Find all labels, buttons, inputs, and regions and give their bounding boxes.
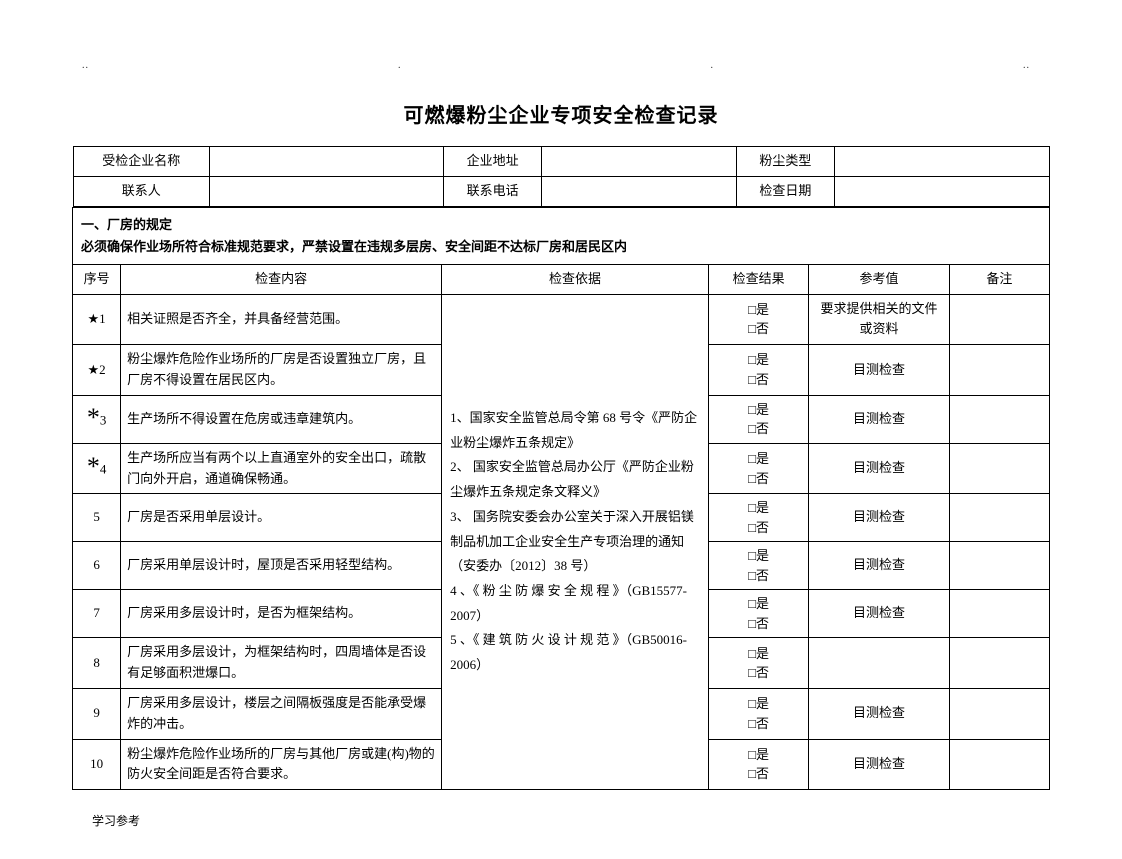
section-heading: 一、厂房的规定 必须确保作业场所符合标准规范要求，严禁设置在违规多层房、安全间距… <box>73 207 1050 264</box>
header-dots: .. . . .. <box>72 60 1050 71</box>
field-label-company: 受检企业名称 <box>73 147 210 177</box>
cell-ref: 目测检查 <box>809 739 949 790</box>
field-label-dusttype: 粉尘类型 <box>737 147 835 177</box>
cell-note <box>949 395 1049 443</box>
cell-note <box>949 638 1049 689</box>
col-ref: 参考值 <box>809 264 949 294</box>
field-label-phone: 联系电话 <box>444 176 542 206</box>
cell-content: 厂房采用多层设计时，是否为框架结构。 <box>121 590 442 638</box>
cell-result: □是□否 <box>708 590 808 638</box>
section-line1: 一、厂房的规定 <box>81 214 1041 236</box>
field-value-contact <box>210 176 444 206</box>
field-value-company <box>210 147 444 177</box>
cell-basis: 1、国家安全监管总局令第 68 号令《严防企业粉尘爆炸五条规定》 2、 国家安全… <box>442 294 709 790</box>
dot: .. <box>82 60 89 71</box>
footer-text: 学习参考 <box>72 812 1050 829</box>
cell-seq: 5 <box>73 494 121 542</box>
cell-seq: ★2 <box>73 345 121 396</box>
cell-seq: ★1 <box>73 294 121 345</box>
cell-content: 厂房采用多层设计，为框架结构时，四周墙体是否设有足够面积泄爆口。 <box>121 638 442 689</box>
cell-result: □是□否 <box>708 443 808 494</box>
cell-content: 相关证照是否齐全，并具备经营范围。 <box>121 294 442 345</box>
cell-note <box>949 494 1049 542</box>
cell-ref: 目测检查 <box>809 688 949 739</box>
field-value-phone <box>541 176 736 206</box>
column-header-row: 序号 检查内容 检查依据 检查结果 参考值 备注 <box>73 264 1050 294</box>
col-note: 备注 <box>949 264 1049 294</box>
cell-ref: 目测检查 <box>809 345 949 396</box>
field-value-dusttype <box>834 147 1049 177</box>
cell-seq: 6 <box>73 542 121 590</box>
field-label-address: 企业地址 <box>444 147 542 177</box>
cell-content: 生产场所应当有两个以上直通室外的安全出口，疏散门向外开启，通道确保畅通。 <box>121 443 442 494</box>
cell-content: 厂房是否采用单层设计。 <box>121 494 442 542</box>
cell-seq: 10 <box>73 739 121 790</box>
cell-result: □是□否 <box>708 542 808 590</box>
cell-content: 粉尘爆炸危险作业场所的厂房是否设置独立厂房，且厂房不得设置在居民区内。 <box>121 345 442 396</box>
cell-note <box>949 739 1049 790</box>
cell-ref: 目测检查 <box>809 395 949 443</box>
cell-ref: 目测检查 <box>809 542 949 590</box>
col-seq: 序号 <box>73 264 121 294</box>
cell-seq: 8 <box>73 638 121 689</box>
cell-ref: 目测检查 <box>809 590 949 638</box>
cell-result: □是□否 <box>708 494 808 542</box>
cell-ref: 目测检查 <box>809 494 949 542</box>
cell-content: 生产场所不得设置在危房或违章建筑内。 <box>121 395 442 443</box>
cell-note <box>949 294 1049 345</box>
col-basis: 检查依据 <box>442 264 709 294</box>
field-value-address <box>541 147 736 177</box>
cell-seq: 9 <box>73 688 121 739</box>
cell-ref: 要求提供相关的文件或资料 <box>809 294 949 345</box>
cell-result: □是□否 <box>708 294 808 345</box>
col-content: 检查内容 <box>121 264 442 294</box>
cell-seq: *3 <box>73 395 121 443</box>
table-row: ★1相关证照是否齐全，并具备经营范围。1、国家安全监管总局令第 68 号令《严防… <box>73 294 1050 345</box>
cell-content: 粉尘爆炸危险作业场所的厂房与其他厂房或建(构)物的防火安全间距是否符合要求。 <box>121 739 442 790</box>
cell-result: □是□否 <box>708 739 808 790</box>
inspection-table: 受检企业名称 企业地址 粉尘类型 联系人 联系电话 检查日期 <box>72 146 1050 790</box>
field-value-date <box>834 176 1049 206</box>
cell-note <box>949 590 1049 638</box>
cell-result: □是□否 <box>708 688 808 739</box>
dot: .. <box>1023 60 1030 71</box>
cell-note <box>949 542 1049 590</box>
cell-result: □是□否 <box>708 345 808 396</box>
cell-ref: 目测检查 <box>809 443 949 494</box>
cell-note <box>949 688 1049 739</box>
section-line2: 必须确保作业场所符合标准规范要求，严禁设置在违规多层房、安全间距不达标厂房和居民… <box>81 236 1041 258</box>
field-label-contact: 联系人 <box>73 176 210 206</box>
cell-content: 厂房采用多层设计，楼层之间隔板强度是否能承受爆炸的冲击。 <box>121 688 442 739</box>
cell-seq: 7 <box>73 590 121 638</box>
cell-result: □是□否 <box>708 395 808 443</box>
page-title: 可燃爆粉尘企业专项安全检查记录 <box>72 99 1050 128</box>
cell-content: 厂房采用单层设计时，屋顶是否采用轻型结构。 <box>121 542 442 590</box>
dot: . <box>398 60 402 71</box>
cell-ref <box>809 638 949 689</box>
field-label-date: 检查日期 <box>737 176 835 206</box>
cell-note <box>949 443 1049 494</box>
cell-seq: *4 <box>73 443 121 494</box>
col-result: 检查结果 <box>708 264 808 294</box>
dot: . <box>711 60 715 71</box>
cell-note <box>949 345 1049 396</box>
cell-result: □是□否 <box>708 638 808 689</box>
